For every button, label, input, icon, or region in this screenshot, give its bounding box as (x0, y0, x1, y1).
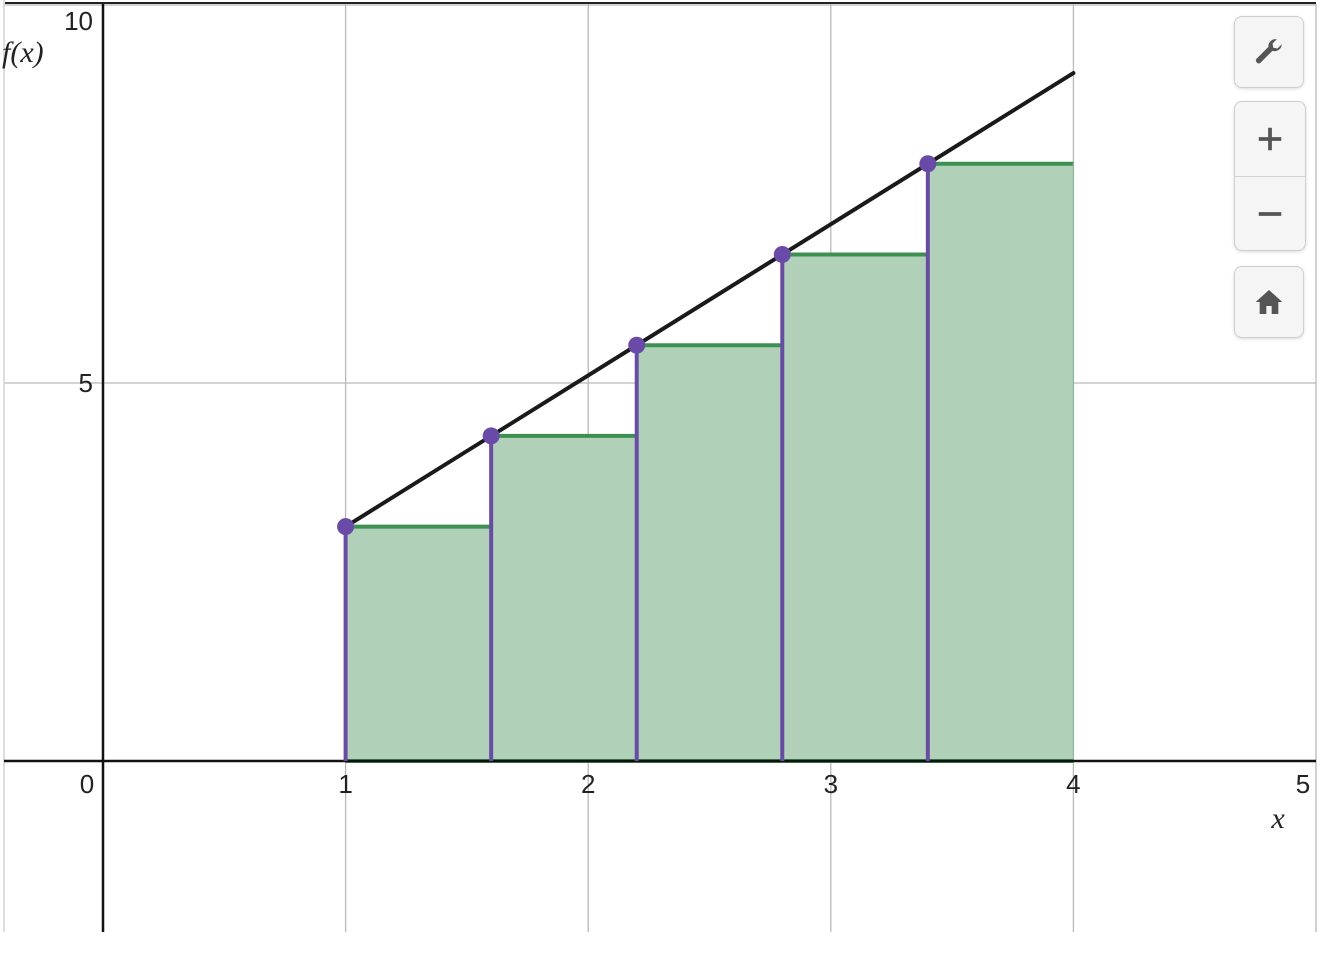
wrench-icon (1255, 39, 1282, 64)
x-tick-label: 4 (1066, 769, 1080, 799)
minus-icon (1258, 212, 1282, 216)
stems-layer (343, 163, 930, 761)
riemann-rectangle (927, 163, 1074, 761)
zoom-controls (1234, 101, 1306, 251)
riemann-rectangle (636, 345, 783, 761)
x-tick-label: 0 (80, 769, 94, 799)
y-tick-label: 5 (79, 368, 93, 398)
y-tick-label: 10 (64, 6, 93, 36)
home-button[interactable] (1234, 266, 1304, 338)
sample-point (773, 245, 791, 263)
x-axis-title: x (1270, 802, 1285, 835)
zoom-out-button[interactable] (1235, 176, 1305, 250)
riemann-rectangle (345, 526, 492, 761)
x-tick-label: 3 (824, 769, 838, 799)
x-tick-label: 5 (1296, 769, 1310, 799)
x-tick-label: 1 (338, 769, 352, 799)
riemann-rectangle (782, 254, 928, 762)
riemann-rectangle (491, 435, 637, 761)
axes-layer (4, 4, 1316, 932)
tick-labels-layer: 0 1 2 3 4 5 5 10 (64, 6, 1310, 799)
home-icon (1255, 290, 1283, 314)
x-tick-label: 2 (581, 769, 595, 799)
function-line (343, 71, 1076, 529)
function-line-layer (343, 71, 1076, 529)
rectangles-layer (345, 161, 1075, 763)
sample-point (482, 427, 500, 445)
plus-icon (1258, 127, 1282, 151)
sample-point (337, 518, 355, 536)
zoom-in-button[interactable] (1235, 102, 1305, 176)
sample-point (919, 155, 937, 173)
settings-button[interactable] (1234, 16, 1304, 88)
sample-point (628, 336, 646, 354)
points-layer (337, 155, 937, 536)
y-axis-title: f(x) (2, 36, 44, 69)
